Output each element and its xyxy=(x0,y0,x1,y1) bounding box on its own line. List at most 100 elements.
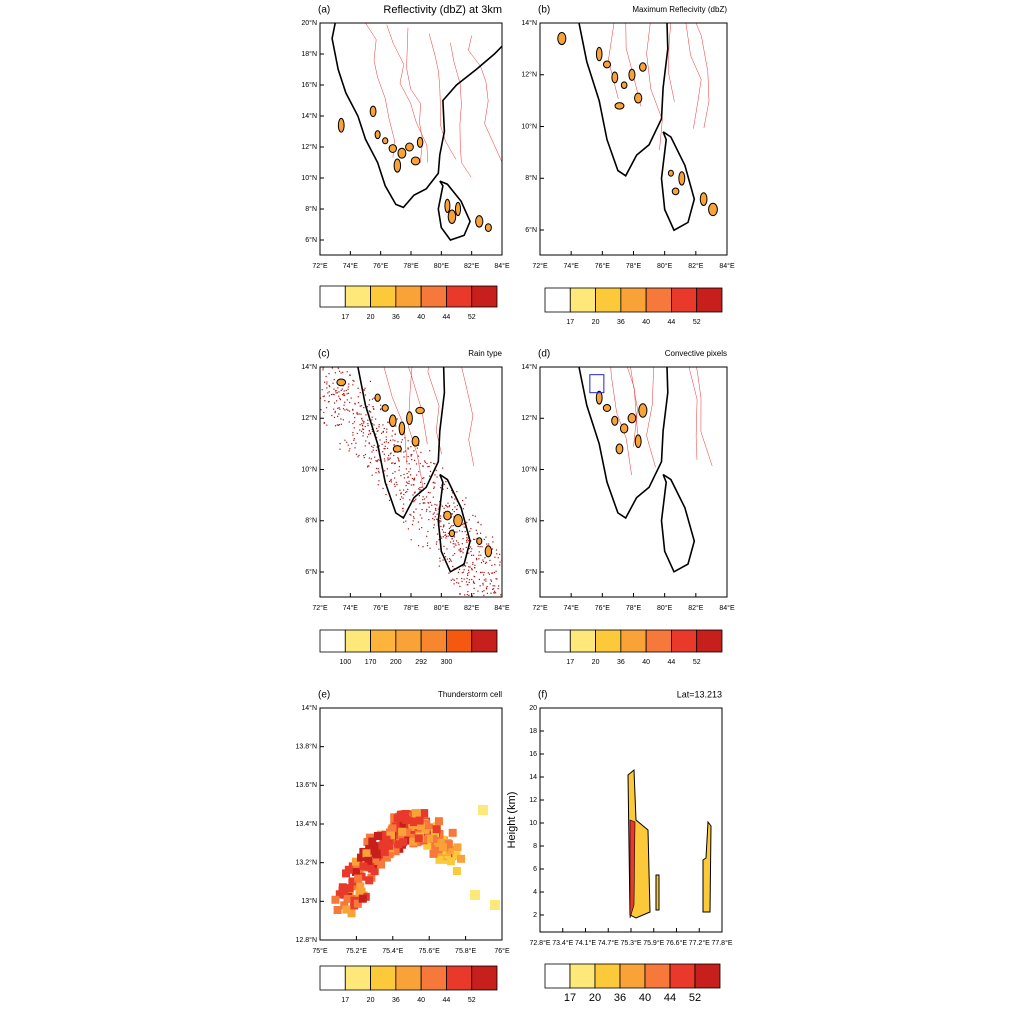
rain-pixel xyxy=(378,470,380,472)
x-tick-label: 75.2°E xyxy=(346,947,367,955)
rain-pixel xyxy=(454,506,456,508)
rain-pixel xyxy=(473,576,476,578)
rain-pixel xyxy=(492,588,495,590)
rain-pixel xyxy=(504,602,505,603)
rain-pixel xyxy=(349,374,351,376)
rain-pixel xyxy=(397,457,399,459)
x-tick-label: 76°E xyxy=(373,262,389,270)
rain-pixel xyxy=(386,468,388,470)
rain-pixel xyxy=(459,548,461,550)
cell-pixel xyxy=(409,837,418,846)
rain-pixel xyxy=(377,484,379,486)
y-tick-label: 12°N xyxy=(301,143,317,151)
rain-pixel xyxy=(419,503,421,505)
rain-pixel xyxy=(429,470,432,473)
rain-pixel xyxy=(318,401,319,402)
rain-pixel xyxy=(483,579,485,581)
echo xyxy=(393,158,402,173)
rain-pixel xyxy=(470,528,472,530)
rain-pixel xyxy=(337,367,339,369)
rain-pixel xyxy=(417,521,420,523)
rain-pixel xyxy=(402,497,404,499)
rain-pixel xyxy=(413,459,416,461)
rain-pixel xyxy=(453,536,455,538)
rain-pixel xyxy=(488,597,489,598)
rain-pixel xyxy=(314,382,315,383)
rain-pixel xyxy=(343,390,345,392)
rain-pixel xyxy=(450,560,452,562)
y-tick-label: 12°N xyxy=(301,414,317,422)
rain-pixel xyxy=(485,561,487,563)
rain-pixel xyxy=(407,528,410,530)
rain-pixel xyxy=(443,525,445,527)
colorbar-box xyxy=(696,629,723,653)
x-tick-label: 75.9°E xyxy=(643,939,664,947)
rain-pixel xyxy=(354,402,356,404)
rain-pixel xyxy=(472,563,474,565)
rain-pixel xyxy=(355,453,357,455)
rain-pixel xyxy=(316,389,317,390)
rain-pixel xyxy=(337,424,340,426)
y-axis-label: Height (km) xyxy=(506,792,518,849)
colorbar-label: 17 xyxy=(564,992,576,1004)
coastline xyxy=(357,367,446,520)
rain-pixel xyxy=(446,506,448,508)
rain-pixel xyxy=(421,526,423,529)
x-tick-label: 74°E xyxy=(343,604,359,612)
rain-pixel xyxy=(424,502,426,504)
rain-pixel xyxy=(359,392,361,394)
rain-pixel xyxy=(460,556,462,558)
rain-pixel xyxy=(300,380,301,381)
rain-pixel xyxy=(326,387,328,389)
rain-pixel xyxy=(444,534,446,536)
rain-pixel xyxy=(320,397,322,399)
rain-pixel xyxy=(424,461,426,463)
rain-pixel xyxy=(324,400,326,402)
colorbar-label: 300 xyxy=(441,659,453,666)
rain-pixel xyxy=(466,577,468,580)
colorbar-box xyxy=(696,287,723,313)
rain-pixel xyxy=(369,411,371,413)
rain-pixel xyxy=(402,507,404,510)
rain-pixel xyxy=(317,382,318,383)
rain-pixel xyxy=(511,580,512,581)
rain-pixel xyxy=(486,585,488,588)
rain-pixel xyxy=(458,544,460,546)
rain-pixel xyxy=(393,462,396,465)
rain-pixel xyxy=(347,388,349,390)
rain-pixel xyxy=(328,395,331,397)
rain-pixel xyxy=(456,508,458,511)
rain-pixel xyxy=(333,416,336,419)
rain-pixel xyxy=(310,379,311,380)
rain-pixel xyxy=(337,407,339,409)
rain-pixel xyxy=(326,424,328,426)
rain-pixel xyxy=(435,543,438,545)
rain-pixel xyxy=(352,409,354,411)
rain-pixel xyxy=(430,461,432,464)
colorbar-label: 36 xyxy=(617,659,625,666)
cell-pixel xyxy=(445,846,454,855)
cell-pixel xyxy=(409,818,418,827)
cell-pixel xyxy=(333,906,342,915)
rain-pixel xyxy=(445,481,447,483)
rain-pixel xyxy=(443,483,445,485)
rain-pixel xyxy=(401,496,403,498)
rain-pixel xyxy=(434,503,436,506)
rain-pixel xyxy=(410,539,412,541)
rain-pixel xyxy=(456,540,458,542)
rain-pixel xyxy=(398,460,400,462)
rain-pixel xyxy=(482,582,484,584)
rain-pixel xyxy=(343,353,344,354)
rain-pixel xyxy=(367,419,369,421)
echo xyxy=(415,406,425,415)
colorbar-box xyxy=(344,285,371,308)
rain-pixel xyxy=(436,476,438,478)
rain-pixel xyxy=(352,379,354,382)
rain-pixel xyxy=(473,582,475,584)
rain-pixel xyxy=(481,571,483,573)
rain-pixel xyxy=(353,427,355,429)
rain-pixel xyxy=(368,457,370,459)
rain-pixel xyxy=(368,433,370,435)
rain-pixel xyxy=(333,388,335,390)
rain-pixel xyxy=(366,406,369,408)
